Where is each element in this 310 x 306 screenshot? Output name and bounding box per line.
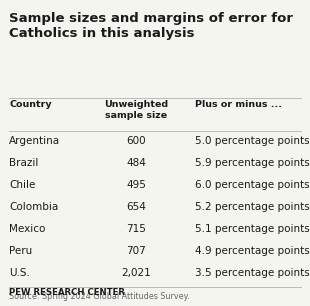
Text: Country: Country xyxy=(9,100,52,109)
Text: 3.5 percentage points: 3.5 percentage points xyxy=(195,268,310,278)
Text: 5.0 percentage points: 5.0 percentage points xyxy=(195,136,310,146)
Text: Brazil: Brazil xyxy=(9,158,39,168)
Text: 495: 495 xyxy=(126,180,146,190)
Text: 5.9 percentage points: 5.9 percentage points xyxy=(195,158,310,168)
Text: 654: 654 xyxy=(126,202,146,212)
Text: 4.9 percentage points: 4.9 percentage points xyxy=(195,246,310,256)
Text: 5.1 percentage points: 5.1 percentage points xyxy=(195,224,310,234)
Text: 5.2 percentage points: 5.2 percentage points xyxy=(195,202,310,212)
Text: 707: 707 xyxy=(126,246,146,256)
Text: Chile: Chile xyxy=(9,180,36,190)
Text: Source: Spring 2024 Global Attitudes Survey.: Source: Spring 2024 Global Attitudes Sur… xyxy=(9,292,190,301)
Text: PEW RESEARCH CENTER: PEW RESEARCH CENTER xyxy=(9,288,125,297)
Text: Sample sizes and margins of error for
Catholics in this analysis: Sample sizes and margins of error for Ca… xyxy=(9,12,293,40)
Text: 2,021: 2,021 xyxy=(122,268,151,278)
Text: Unweighted
sample size: Unweighted sample size xyxy=(104,100,168,120)
Text: Peru: Peru xyxy=(9,246,33,256)
Text: Mexico: Mexico xyxy=(9,224,46,234)
Text: U.S.: U.S. xyxy=(9,268,30,278)
Text: Argentina: Argentina xyxy=(9,136,60,146)
Text: 715: 715 xyxy=(126,224,146,234)
Text: Plus or minus ...: Plus or minus ... xyxy=(195,100,282,109)
Text: 600: 600 xyxy=(126,136,146,146)
Text: 6.0 percentage points: 6.0 percentage points xyxy=(195,180,310,190)
Text: Colombia: Colombia xyxy=(9,202,59,212)
Text: 484: 484 xyxy=(126,158,146,168)
